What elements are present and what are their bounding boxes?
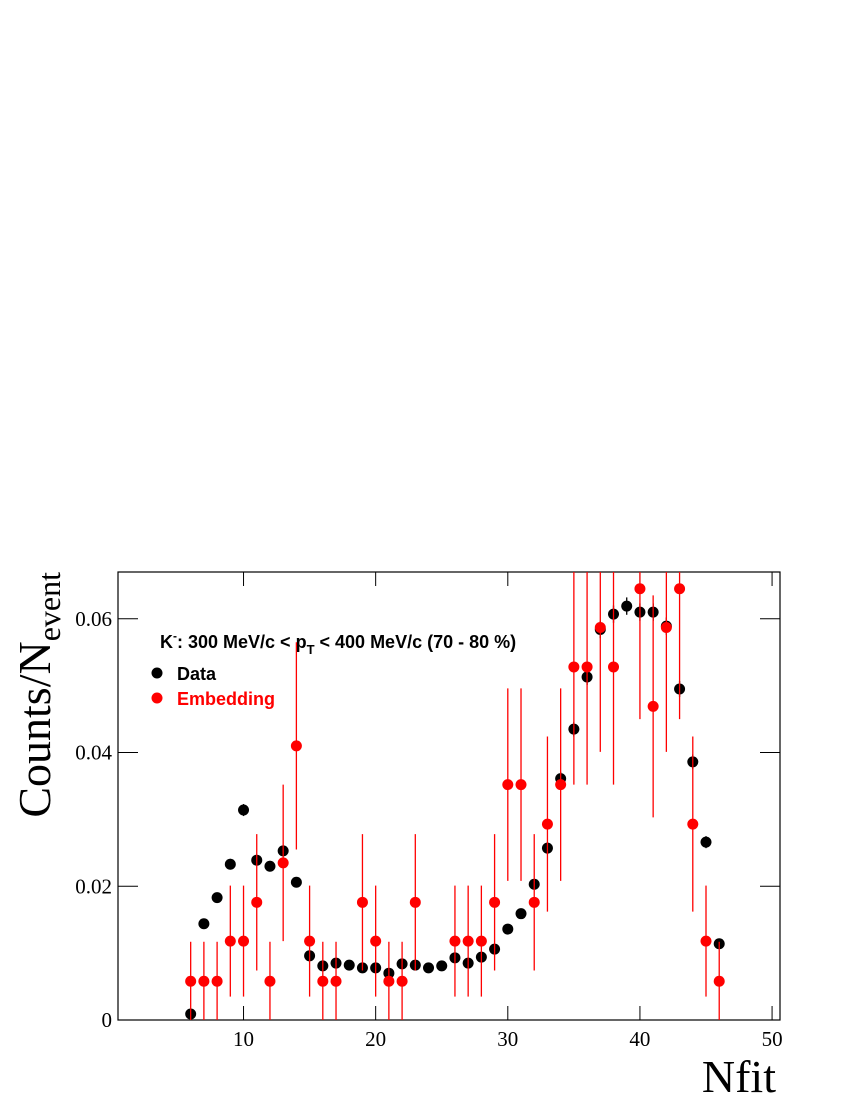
point [674, 583, 686, 595]
point [647, 700, 659, 712]
point [330, 975, 342, 987]
point [621, 600, 633, 612]
ann-sup: - [173, 629, 177, 643]
point [502, 923, 514, 935]
point [687, 818, 699, 830]
point [224, 858, 236, 870]
x-axis-title: Nfit [702, 1051, 776, 1100]
point [515, 779, 527, 791]
point [356, 896, 368, 908]
point [660, 621, 672, 633]
x-tick-label: 30 [497, 1027, 518, 1051]
ann-3: < 400 MeV/c (70 - 80 %) [315, 632, 517, 652]
point [436, 960, 448, 972]
point [423, 962, 435, 974]
y-title-sub: event [31, 572, 67, 641]
point [502, 779, 514, 791]
plot-frame [117, 571, 781, 1021]
point [238, 804, 250, 816]
x-tick-label: 50 [762, 1027, 783, 1051]
y-tick-label: 0 [102, 1008, 113, 1032]
x-tick-label: 20 [365, 1027, 386, 1051]
point [713, 975, 725, 987]
point [290, 740, 302, 752]
point [383, 975, 395, 987]
legend-label: Data [177, 664, 217, 684]
x-tick-label: 10 [233, 1027, 254, 1051]
point [396, 975, 408, 987]
annotation: K-: 300 MeV/c < pT < 400 MeV/c (70 - 80 … [160, 629, 516, 657]
point [277, 857, 289, 869]
point [581, 661, 593, 673]
ann-2: : 300 MeV/c < p [177, 632, 307, 652]
point [238, 935, 250, 947]
ann-1: K [160, 632, 173, 652]
legend-marker [151, 692, 163, 704]
point [224, 935, 236, 947]
point [608, 661, 620, 673]
point [634, 583, 646, 595]
point [541, 818, 553, 830]
point [211, 892, 223, 904]
point [594, 621, 606, 633]
legend-label: Embedding [177, 689, 275, 709]
point [449, 935, 461, 947]
y-tick-label: 0.04 [75, 741, 112, 765]
x-tick-label: 40 [629, 1027, 650, 1051]
point [198, 918, 210, 930]
legend-marker [151, 667, 163, 679]
point [700, 935, 712, 947]
ann-sub: T [307, 642, 315, 657]
point [568, 661, 580, 673]
point [462, 935, 474, 947]
y-tick-label: 0.02 [75, 874, 112, 898]
point [370, 935, 382, 947]
point [198, 975, 210, 987]
point [290, 876, 302, 888]
point [264, 975, 276, 987]
point [211, 975, 223, 987]
point [475, 935, 487, 947]
point [409, 896, 421, 908]
point [515, 908, 527, 920]
point [317, 975, 329, 987]
point [555, 779, 567, 791]
y-title-main: Counts/N [9, 641, 60, 817]
point [343, 959, 355, 971]
point [304, 935, 316, 947]
point [528, 896, 540, 908]
point [489, 896, 501, 908]
point [185, 975, 197, 987]
y-axis-title: Counts/Nevent [9, 572, 67, 818]
y-tick-label: 0.06 [75, 607, 112, 631]
point [700, 836, 712, 848]
point [251, 896, 263, 908]
point [264, 860, 276, 872]
